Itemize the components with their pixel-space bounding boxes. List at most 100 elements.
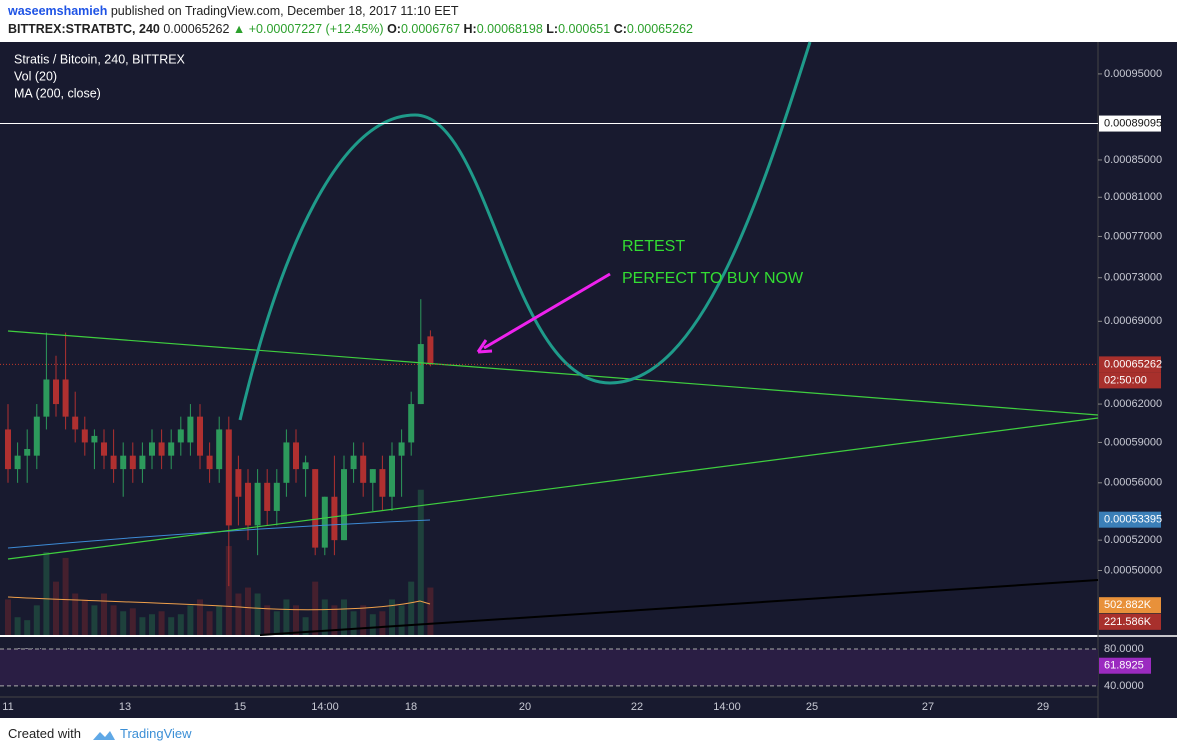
candle-body — [91, 435, 98, 443]
x-tick-label: 29 — [1037, 701, 1049, 713]
volume-bar — [62, 557, 69, 635]
candle-body — [225, 429, 232, 526]
time-axis-bg — [0, 697, 1177, 718]
annotation: PERFECT TO BUY NOW — [622, 270, 804, 287]
volume-bar — [206, 611, 213, 635]
candle-body — [149, 442, 155, 456]
legend-item: Vol (20) — [14, 69, 57, 83]
volume-bar — [417, 489, 424, 635]
volume-bar — [245, 587, 251, 635]
x-tick-label: 14:00 — [713, 701, 741, 713]
volume-bar — [81, 599, 88, 635]
volume-bar — [369, 614, 376, 635]
candle-body — [139, 455, 146, 470]
y-tick-label: 0.00095000 — [1104, 68, 1162, 80]
volume-bar — [158, 611, 165, 635]
candle-body — [389, 455, 395, 497]
candle-body — [427, 336, 434, 365]
published: published on TradingView.com, December 1… — [110, 4, 459, 18]
ma-label: 0.00053395 — [1104, 514, 1162, 526]
candle-body — [273, 482, 280, 511]
candle-body — [81, 429, 88, 443]
y-tick-label: 0.00081000 — [1104, 191, 1162, 203]
x-tick-label: 18 — [405, 701, 417, 713]
trendline — [7, 330, 1099, 416]
x-tick-label: 14:00 — [311, 701, 339, 713]
volume-bar — [341, 599, 347, 635]
brand[interactable]: TradingView — [120, 726, 192, 741]
logo — [92, 730, 115, 740]
l: 0.000651 — [558, 22, 611, 36]
x-tick-label: 22 — [631, 701, 643, 713]
publish-line: waseemshamieh published on TradingView.c… — [8, 4, 459, 18]
volume-bar — [408, 581, 415, 635]
countdown-label: 02:50:00 — [1104, 374, 1147, 386]
rsi-value-bg — [1099, 657, 1151, 674]
volume-bar — [312, 581, 319, 635]
x-tick-label: 27 — [922, 701, 934, 713]
volume-bar — [360, 605, 367, 635]
volume-bar — [427, 587, 434, 635]
candle-body — [14, 455, 21, 470]
y-tick-label: 0.00062000 — [1104, 398, 1162, 410]
candle-body — [350, 455, 357, 470]
volume-bar — [254, 593, 261, 635]
volume-bar — [72, 593, 79, 635]
candle-body — [158, 442, 165, 456]
ma-label-bg — [1099, 511, 1161, 528]
candle-body — [369, 469, 376, 483]
candle-body — [187, 416, 194, 443]
candle-body — [293, 442, 299, 470]
x-tick-label: 13 — [119, 701, 131, 713]
volume-bar — [110, 605, 117, 635]
candle-body — [110, 455, 117, 470]
y-tick-label: 0.00077000 — [1104, 230, 1162, 242]
volume-bar — [331, 605, 338, 635]
candle-body — [168, 442, 175, 456]
annotation: RETEST — [622, 238, 685, 255]
rsi-band — [0, 649, 1098, 686]
volume-bar — [101, 593, 107, 635]
candle-layer — [5, 299, 434, 587]
volume-bar — [91, 605, 98, 635]
trendline — [7, 417, 1099, 560]
y-tick-label: 0.00050000 — [1104, 564, 1162, 576]
candle-body — [264, 482, 271, 511]
volume-bar — [53, 581, 59, 635]
volume-bar — [24, 620, 31, 635]
trendline — [259, 579, 1099, 636]
candle-body — [245, 482, 251, 526]
chart: RETEST PERFECT TO BUY NOW Stratis / Bitc… — [0, 41, 1177, 718]
volume-bar — [389, 599, 395, 635]
candle-body — [33, 416, 40, 456]
arrow — [483, 272, 611, 350]
h: 0.00068198 — [476, 22, 543, 36]
candle-body — [254, 482, 261, 526]
candle-body — [53, 379, 59, 405]
volume-bar — [350, 611, 357, 635]
candle-body — [331, 496, 338, 541]
x-tick-label: 15 — [234, 701, 246, 713]
volume-bar — [33, 605, 40, 635]
rsi-tick-label: 40.0000 — [1104, 680, 1144, 692]
c: 0.00065262 — [626, 22, 693, 36]
marker-label: 0.00089095 — [1104, 117, 1162, 129]
volume-ma-line — [7, 596, 431, 611]
author[interactable]: waseemshamieh — [8, 4, 108, 18]
candle-body — [120, 455, 127, 470]
candle-body — [101, 442, 107, 456]
volume-bar — [139, 617, 146, 635]
candle-body — [341, 469, 347, 541]
volume-bar — [177, 614, 184, 635]
candle-body — [312, 469, 319, 548]
quote-line: BITTREX:STRATBTC, 240 0.00065262 ▲ +0.00… — [8, 22, 693, 36]
h-label: H: — [463, 22, 477, 36]
y-tick-label: 0.00073000 — [1104, 272, 1162, 284]
y-tick-label: 0.00059000 — [1104, 436, 1162, 448]
volume-bar — [379, 611, 386, 635]
volume-bar — [43, 551, 50, 635]
legend-item: MA (200, close) — [14, 86, 101, 100]
candle-body — [197, 416, 203, 456]
volume-bar — [398, 605, 405, 635]
